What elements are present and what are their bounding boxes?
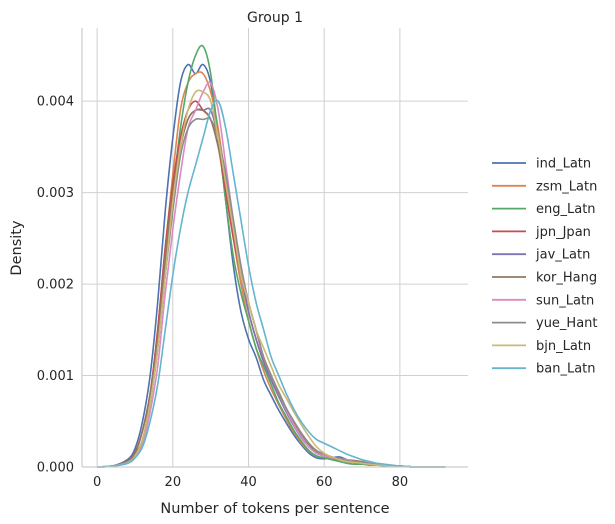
legend-label: jpn_Jpan xyxy=(535,225,591,240)
x-tick-label: 0 xyxy=(93,475,101,490)
grid-lines xyxy=(82,28,468,468)
legend-label: ban_Latn xyxy=(536,362,596,377)
density-curve-bjn_Latn xyxy=(97,89,446,468)
legend: ind_Latn zsm_Latn eng_Latn jpn_Jpan jav_Latn… xyxy=(492,157,598,377)
x-tick-label: 60 xyxy=(316,475,333,490)
legend-label: kor_Hang xyxy=(536,271,597,286)
x-axis-label: Number of tokens per sentence xyxy=(160,501,389,517)
density-curve-ban_Latn xyxy=(97,99,446,468)
legend-label: eng_Latn xyxy=(536,202,596,217)
x-tick-labels: 0 20 40 60 80 xyxy=(93,475,408,490)
legend-label: ind_Latn xyxy=(536,157,591,172)
chart-title: Group 1 xyxy=(247,10,303,26)
legend-label: zsm_Latn xyxy=(536,179,597,194)
y-tick-label: 0.000 xyxy=(37,461,74,476)
legend-label: yue_Hant xyxy=(536,316,598,331)
legend-label: sun_Latn xyxy=(536,293,594,308)
legend-label: bjn_Latn xyxy=(536,339,591,354)
x-tick-label: 80 xyxy=(392,475,409,490)
y-tick-labels: 0.000 0.001 0.002 0.003 0.004 xyxy=(37,95,74,476)
legend-label: jav_Latn xyxy=(535,248,590,263)
y-axis-label: Density xyxy=(9,220,25,276)
x-tick-label: 40 xyxy=(240,475,257,490)
y-tick-label: 0.001 xyxy=(37,369,74,384)
y-tick-label: 0.002 xyxy=(37,278,74,293)
x-tick-label: 20 xyxy=(165,475,182,490)
y-tick-label: 0.003 xyxy=(37,186,74,201)
density-curves xyxy=(97,44,446,468)
y-tick-label: 0.004 xyxy=(37,95,74,110)
